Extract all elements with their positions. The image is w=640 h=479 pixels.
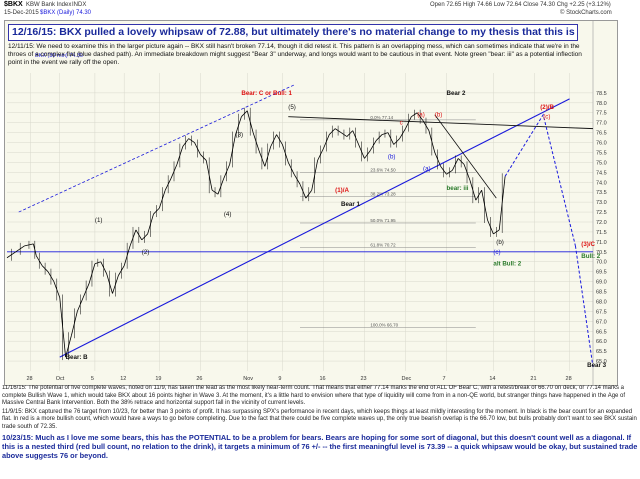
chart-header: $BKX KBW Bank Index INDX 15-Dec-2015 Ope… <box>0 0 640 20</box>
y-tick-label: 74.0 <box>596 180 607 186</box>
index-name: KBW Bank Index <box>26 2 72 8</box>
y-tick-label: 67.5 <box>596 309 607 315</box>
y-tick-label: 75.0 <box>596 160 607 166</box>
wave-label: Bear: C or Bull: 1 <box>241 90 292 97</box>
y-tick-label: 66.5 <box>596 329 607 335</box>
y-tick-label: 71.5 <box>596 230 607 236</box>
note-11-16: 11/16/15: The potential of five complete… <box>2 385 626 407</box>
x-tick-label: 9 <box>278 376 281 382</box>
x-tick-label: 23 <box>360 376 366 382</box>
y-tick-label: 72.0 <box>596 220 607 226</box>
x-tick-label: Nov <box>243 376 253 382</box>
wave-label: Bear: B <box>66 354 89 361</box>
projection-path <box>504 113 576 246</box>
headline-banner: 12/16/15: BKX pulled a lovely whipsaw of… <box>8 24 578 41</box>
quote-readout: Open 72.65 High 74.66 Low 72.64 Close 74… <box>430 2 611 8</box>
chart-svg: 65.0 65.5 66.0 66.5 67.0 67.5 68.0 68.5 69.0 69.5… <box>6 21 607 385</box>
y-tick-label: 75.5 <box>596 150 607 156</box>
fib-level-label: 100.0% 66.70 <box>370 322 398 327</box>
x-tick-label: 28 <box>26 376 32 382</box>
wave-label: (4) <box>224 211 232 218</box>
analysis-notes: 11/16/15: The potential of five complete… <box>2 385 638 479</box>
wave-label: (5) <box>288 104 296 111</box>
x-tick-label: 12 <box>120 376 126 382</box>
x-tick-label: 21 <box>530 376 536 382</box>
wave-label: (b) <box>496 239 504 246</box>
wave-label: Bear 3 <box>587 362 606 369</box>
wave-label: (1) <box>95 217 103 224</box>
y-tick-label: 73.0 <box>596 200 607 206</box>
wave-label: bear: iii <box>447 185 469 192</box>
wave-label: Bull: 2 <box>581 253 600 260</box>
x-tick-label: 19 <box>155 376 161 382</box>
ma-label: BKX (30 min) 74.30 <box>35 53 83 59</box>
x-tick-label: Oct <box>56 376 65 382</box>
x-tick-label: 26 <box>196 376 202 382</box>
y-tick-label: 76.0 <box>596 141 607 147</box>
y-tick-label: 72.5 <box>596 210 607 216</box>
fib-level-label: 61.8% 70.72 <box>370 242 396 247</box>
wave-label: Bear 1 <box>341 201 360 208</box>
y-tick-label: 73.5 <box>596 190 607 196</box>
wave-label: (a) <box>417 112 425 119</box>
y-tick-label: 65.5 <box>596 349 607 355</box>
y-tick-label: 65.0 <box>596 359 607 365</box>
y-tick-label: 78.0 <box>596 101 607 107</box>
x-tick-label: 16 <box>319 376 325 382</box>
ticker: $BKX <box>4 1 23 8</box>
y-tick-label: 68.5 <box>596 290 607 296</box>
y-tick-label: 68.0 <box>596 299 607 305</box>
price-chart: 65.0 65.5 66.0 66.5 67.0 67.5 68.0 68.5 69.0 69.5… <box>4 20 618 386</box>
wave-label: c <box>400 120 403 127</box>
note-10-23: 10/23/15: Much as I love me some bears, … <box>2 432 638 460</box>
fib-level-label: 23.6% 74.50 <box>370 167 396 172</box>
y-tick-label: 77.5 <box>596 111 607 117</box>
y-tick-label: 69.5 <box>596 270 607 276</box>
x-tick-label: 28 <box>566 376 572 382</box>
fib-level-label: 38.2% 73.28 <box>370 192 396 197</box>
y-tick-label: 69.0 <box>596 280 607 286</box>
stockcharts-credit: © StockCharts.com <box>560 10 612 16</box>
y-tick-label: 66.0 <box>596 339 607 345</box>
chart-date: 15-Dec-2015 <box>4 10 39 16</box>
y-tick-label: 71.0 <box>596 240 607 246</box>
wave-label: (c) <box>493 249 500 256</box>
studies-label: $BKX (Daily) 74.30 <box>40 10 92 16</box>
y-tick-label: 67.0 <box>596 319 607 325</box>
x-tick-label: Dec <box>401 376 411 382</box>
update-annotation: 12/11/15: We need to examine this in the… <box>8 43 582 67</box>
wave-label: alt Bull: 2 <box>493 261 521 268</box>
wave-label: (c) <box>543 114 550 121</box>
y-tick-label: 70.0 <box>596 260 607 266</box>
x-tick-label: 5 <box>91 376 94 382</box>
note-11-9: 11/9/15: BKX captured the 76 target from… <box>2 408 637 430</box>
wave-label: (3)/C <box>581 241 595 248</box>
x-tick-label: 7 <box>443 376 446 382</box>
x-tick-label: 14 <box>489 376 495 382</box>
channel-upper-line <box>18 84 295 213</box>
exchange: INDX <box>72 2 87 8</box>
wave-label: (b) <box>388 153 396 160</box>
y-tick-label: 76.5 <box>596 131 607 137</box>
y-tick-label: 74.5 <box>596 170 607 176</box>
wave-label: (1)/A <box>335 187 349 194</box>
projection-path-2 <box>574 245 594 368</box>
wave-label: (b) <box>435 112 443 119</box>
y-tick-label: 70.5 <box>596 250 607 256</box>
fib-level-label: 50.0% 71.95 <box>370 218 396 223</box>
wave-label: (2) <box>142 249 150 256</box>
wave-label: Bear 2 <box>447 90 466 97</box>
wave-label: (2)/B <box>540 104 554 111</box>
fib-level-label: 0.0% 77.14 <box>370 115 393 120</box>
wave-line <box>434 114 497 199</box>
y-tick-label: 77.0 <box>596 121 607 127</box>
channel-lower-line <box>59 98 570 358</box>
wave-label: (a) <box>423 165 431 172</box>
y-tick-label: 78.5 <box>596 91 607 97</box>
wave-label: (3) <box>236 132 244 139</box>
